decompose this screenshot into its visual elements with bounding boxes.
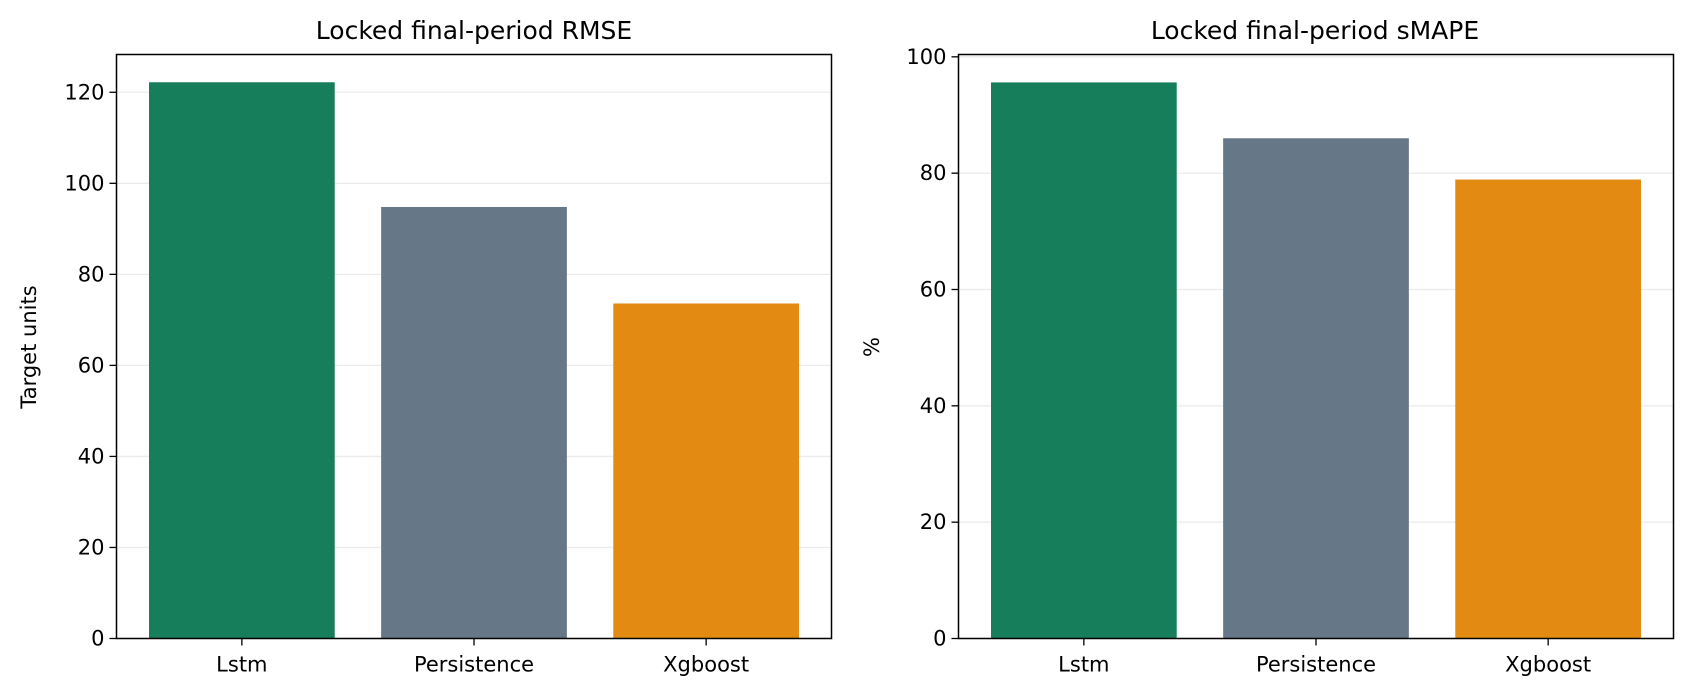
rmse-x-tick-label-lstm: Lstm bbox=[216, 653, 267, 677]
rmse-x-tick-label-xgboost: Xgboost bbox=[663, 653, 749, 677]
smape-x-tick-label-persistence: Persistence bbox=[1256, 653, 1376, 677]
rmse-bar-lstm bbox=[149, 82, 335, 639]
smape-y-axis-label: % bbox=[860, 337, 884, 357]
smape-x-tick-label-xgboost: Xgboost bbox=[1505, 653, 1591, 677]
smape-y-tick-label: 20 bbox=[920, 510, 947, 534]
rmse-bar-xgboost bbox=[613, 303, 799, 639]
smape-bar-lstm bbox=[991, 82, 1177, 639]
rmse-y-tick-label: 60 bbox=[78, 353, 105, 377]
smape-chart-title: Locked final-period sMAPE bbox=[1151, 16, 1479, 45]
smape-y-tick-label: 100 bbox=[906, 45, 946, 69]
smape-panel: Locked final-period sMAPE % 0 20 40 60 80 100… bbox=[860, 16, 1675, 677]
rmse-panel: Locked final-period RMSE Target units 0 2… bbox=[17, 16, 833, 677]
smape-y-tick-label: 40 bbox=[920, 394, 947, 418]
smape-y-tick-label: 60 bbox=[920, 277, 947, 301]
rmse-y-tick-label: 120 bbox=[64, 80, 104, 104]
rmse-y-axis-label: Target units bbox=[17, 285, 41, 409]
smape-y-tick-label: 0 bbox=[933, 627, 946, 651]
smape-x-tick-label-lstm: Lstm bbox=[1058, 653, 1109, 677]
rmse-y-tick-label: 0 bbox=[91, 627, 104, 651]
rmse-chart-title: Locked final-period RMSE bbox=[316, 16, 632, 45]
rmse-y-tick-label: 40 bbox=[78, 444, 105, 468]
smape-y-tick-label: 80 bbox=[920, 161, 947, 185]
rmse-bar-persistence bbox=[381, 206, 567, 639]
rmse-x-tick-label-persistence: Persistence bbox=[414, 653, 534, 677]
rmse-y-tick-label: 80 bbox=[78, 262, 105, 286]
rmse-plot-frame bbox=[115, 53, 833, 640]
rmse-y-tick-label: 20 bbox=[78, 535, 105, 559]
smape-bar-xgboost bbox=[1455, 179, 1641, 639]
rmse-y-tick-label: 100 bbox=[64, 171, 104, 195]
smape-plot-frame bbox=[957, 53, 1675, 640]
smape-bar-persistence bbox=[1223, 138, 1409, 639]
